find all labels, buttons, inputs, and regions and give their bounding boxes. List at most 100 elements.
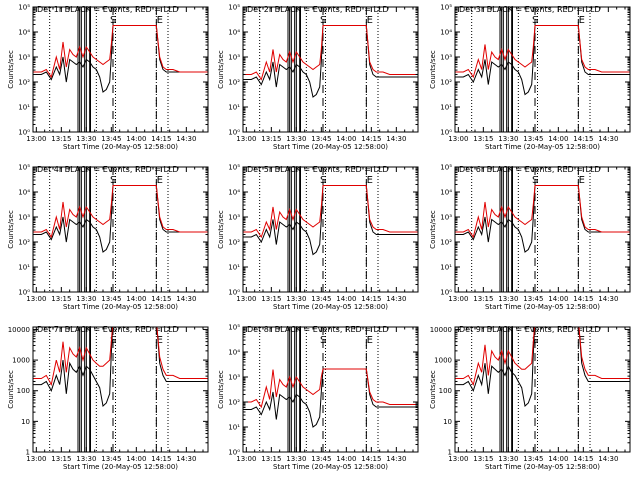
y-axis-label: Counts/sec bbox=[217, 50, 225, 89]
y-tick-label: 100 bbox=[439, 387, 452, 395]
y-axis-label: Counts/sec bbox=[217, 210, 225, 249]
y-tick-label: 10000 bbox=[8, 326, 30, 334]
panel-title: Det 1r BLACK = Events, RED = LLD bbox=[37, 5, 179, 14]
lld-series-line bbox=[33, 185, 208, 239]
y-tick-label: 10⁰ bbox=[440, 129, 452, 137]
plot-frame bbox=[242, 6, 419, 133]
y-tick-label: 10¹ bbox=[440, 264, 452, 272]
x-tick-label: 13:45 bbox=[523, 295, 543, 303]
panel-title: Det 7r BLACK = Events, RED = LLD bbox=[37, 325, 179, 334]
x-tick-label: 14:00 bbox=[126, 135, 146, 143]
x-tick-label: 14:15 bbox=[361, 295, 381, 303]
plot-frame bbox=[32, 166, 209, 293]
time-marker-label: S bbox=[110, 335, 116, 346]
x-tick-label: 13:00 bbox=[26, 295, 46, 303]
y-tick-label: 10⁴ bbox=[440, 29, 452, 37]
lld-series-line bbox=[455, 185, 630, 239]
y-axis-label: Counts/sec bbox=[7, 50, 15, 89]
y-tick-label: 10⁵ bbox=[18, 4, 30, 12]
y-tick-label: 1000 bbox=[12, 357, 30, 365]
y-tick-label: 10² bbox=[228, 399, 240, 407]
lld-series-line bbox=[455, 25, 630, 79]
y-tick-label: 10⁵ bbox=[228, 4, 240, 12]
x-tick-label: 14:15 bbox=[361, 455, 381, 463]
x-tick-label: 13:15 bbox=[51, 135, 71, 143]
x-tick-label: 14:30 bbox=[386, 135, 406, 143]
y-tick-label: 10³ bbox=[228, 54, 240, 62]
events-series-line bbox=[33, 185, 208, 253]
x-tick-label: 13:15 bbox=[261, 455, 281, 463]
x-axis-label: Start Time (20-May-05 12:58:00) bbox=[63, 143, 178, 151]
x-tick-label: 14:30 bbox=[176, 135, 196, 143]
x-tick-label: 14:15 bbox=[573, 135, 593, 143]
y-tick-label: 100 bbox=[17, 387, 30, 395]
y-tick-label: 10¹ bbox=[228, 104, 240, 112]
y-tick-label: 1 bbox=[448, 449, 452, 457]
y-tick-label: 10³ bbox=[18, 54, 30, 62]
y-tick-label: 10⁰ bbox=[228, 449, 240, 457]
x-tick-label: 14:00 bbox=[336, 295, 356, 303]
y-tick-label: 10² bbox=[18, 79, 30, 87]
x-tick-label: 13:00 bbox=[448, 295, 468, 303]
x-tick-label: 13:30 bbox=[286, 295, 306, 303]
x-tick-label: 13:00 bbox=[236, 455, 256, 463]
time-marker-label: S bbox=[532, 335, 538, 346]
x-tick-label: 14:00 bbox=[126, 455, 146, 463]
y-tick-label: 10⁵ bbox=[440, 164, 452, 172]
time-marker-label: S bbox=[320, 15, 326, 26]
x-tick-label: 13:30 bbox=[286, 135, 306, 143]
y-tick-label: 10² bbox=[440, 79, 452, 87]
y-tick-label: 10¹ bbox=[18, 264, 30, 272]
time-marker-label: E bbox=[367, 335, 373, 346]
x-tick-label: 13:15 bbox=[473, 135, 493, 143]
x-tick-label: 14:30 bbox=[176, 455, 196, 463]
y-tick-label: 10⁴ bbox=[228, 29, 240, 37]
time-marker-label: E bbox=[157, 15, 163, 26]
x-tick-label: 13:00 bbox=[26, 455, 46, 463]
time-marker-label: E bbox=[579, 175, 585, 186]
time-marker-label: E bbox=[157, 175, 163, 186]
x-tick-label: 14:15 bbox=[151, 295, 171, 303]
panel-title: Det 2r BLACK = Events, RED = LLD bbox=[247, 5, 389, 14]
x-tick-label: 13:30 bbox=[498, 455, 518, 463]
events-series-line bbox=[33, 327, 208, 407]
events-series-line bbox=[455, 327, 630, 407]
x-tick-label: 13:45 bbox=[311, 455, 331, 463]
y-tick-label: 10¹ bbox=[440, 104, 452, 112]
events-series-line bbox=[33, 25, 208, 93]
y-axis-label: Counts/sec bbox=[7, 210, 15, 249]
x-tick-label: 14:30 bbox=[386, 455, 406, 463]
y-tick-label: 10⁴ bbox=[18, 29, 30, 37]
panel-title: Det 4r BLACK = Events, RED = LLD bbox=[37, 165, 179, 174]
events-series-line bbox=[243, 25, 418, 98]
y-tick-label: 10² bbox=[18, 239, 30, 247]
x-tick-label: 14:00 bbox=[548, 295, 568, 303]
x-tick-label: 14:30 bbox=[598, 455, 618, 463]
x-axis-label: Start Time (20-May-05 12:58:00) bbox=[485, 463, 600, 471]
x-tick-label: 13:45 bbox=[311, 295, 331, 303]
lld-series-line bbox=[33, 25, 208, 79]
x-tick-label: 13:15 bbox=[261, 295, 281, 303]
time-marker-label: S bbox=[110, 15, 116, 26]
x-axis-label: Start Time (20-May-05 12:58:00) bbox=[273, 303, 388, 311]
y-tick-label: 10⁵ bbox=[228, 164, 240, 172]
x-tick-label: 14:15 bbox=[151, 455, 171, 463]
x-tick-label: 13:30 bbox=[76, 135, 96, 143]
y-tick-label: 10³ bbox=[18, 214, 30, 222]
time-marker-label: S bbox=[110, 175, 116, 186]
y-tick-label: 10⁵ bbox=[18, 164, 30, 172]
x-tick-label: 13:45 bbox=[311, 135, 331, 143]
x-tick-label: 13:45 bbox=[523, 455, 543, 463]
y-axis-label: Counts/sec bbox=[217, 370, 225, 409]
x-tick-label: 14:15 bbox=[361, 135, 381, 143]
x-tick-label: 13:45 bbox=[101, 295, 121, 303]
y-tick-label: 1 bbox=[26, 449, 30, 457]
x-tick-label: 13:00 bbox=[236, 295, 256, 303]
time-marker-label: S bbox=[320, 175, 326, 186]
x-tick-label: 13:45 bbox=[523, 135, 543, 143]
y-tick-label: 10¹ bbox=[18, 104, 30, 112]
x-tick-label: 14:00 bbox=[126, 295, 146, 303]
x-tick-label: 14:15 bbox=[573, 455, 593, 463]
